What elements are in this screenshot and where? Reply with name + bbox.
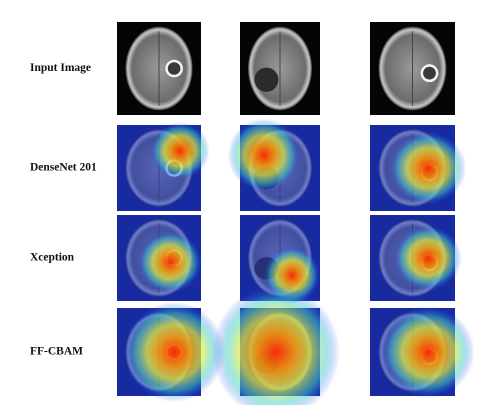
heatmap-spot bbox=[389, 131, 467, 205]
mri-image bbox=[117, 122, 210, 211]
mri-image bbox=[370, 22, 455, 115]
heatmap-spot bbox=[393, 225, 462, 291]
row-label: Input Image bbox=[30, 62, 91, 74]
mri-image bbox=[117, 301, 225, 403]
heatmap-spot bbox=[381, 306, 475, 398]
heatmap-spot bbox=[212, 285, 340, 405]
mri-image bbox=[370, 306, 475, 398]
row-label: Xception bbox=[30, 252, 75, 264]
heatmap-spot bbox=[123, 301, 225, 403]
lesion bbox=[165, 59, 183, 78]
mri-image bbox=[370, 215, 462, 301]
mri-image bbox=[117, 22, 201, 115]
mri-image bbox=[117, 215, 202, 301]
mri-image bbox=[212, 285, 340, 405]
mri-image bbox=[228, 118, 320, 211]
lesion bbox=[420, 64, 439, 83]
heatmap-spot bbox=[138, 231, 202, 294]
lesion bbox=[254, 67, 279, 92]
heatmap-spot bbox=[228, 118, 300, 192]
row-label: DenseNet 201 bbox=[30, 162, 97, 174]
heatmap-spot bbox=[150, 122, 210, 180]
image-grid bbox=[117, 22, 475, 405]
mri-image bbox=[370, 125, 467, 211]
row-labels: Input Image DenseNet 201 Xception FF-CBAM bbox=[30, 62, 97, 358]
mri-image bbox=[240, 22, 320, 115]
row-label: FF-CBAM bbox=[30, 346, 83, 358]
